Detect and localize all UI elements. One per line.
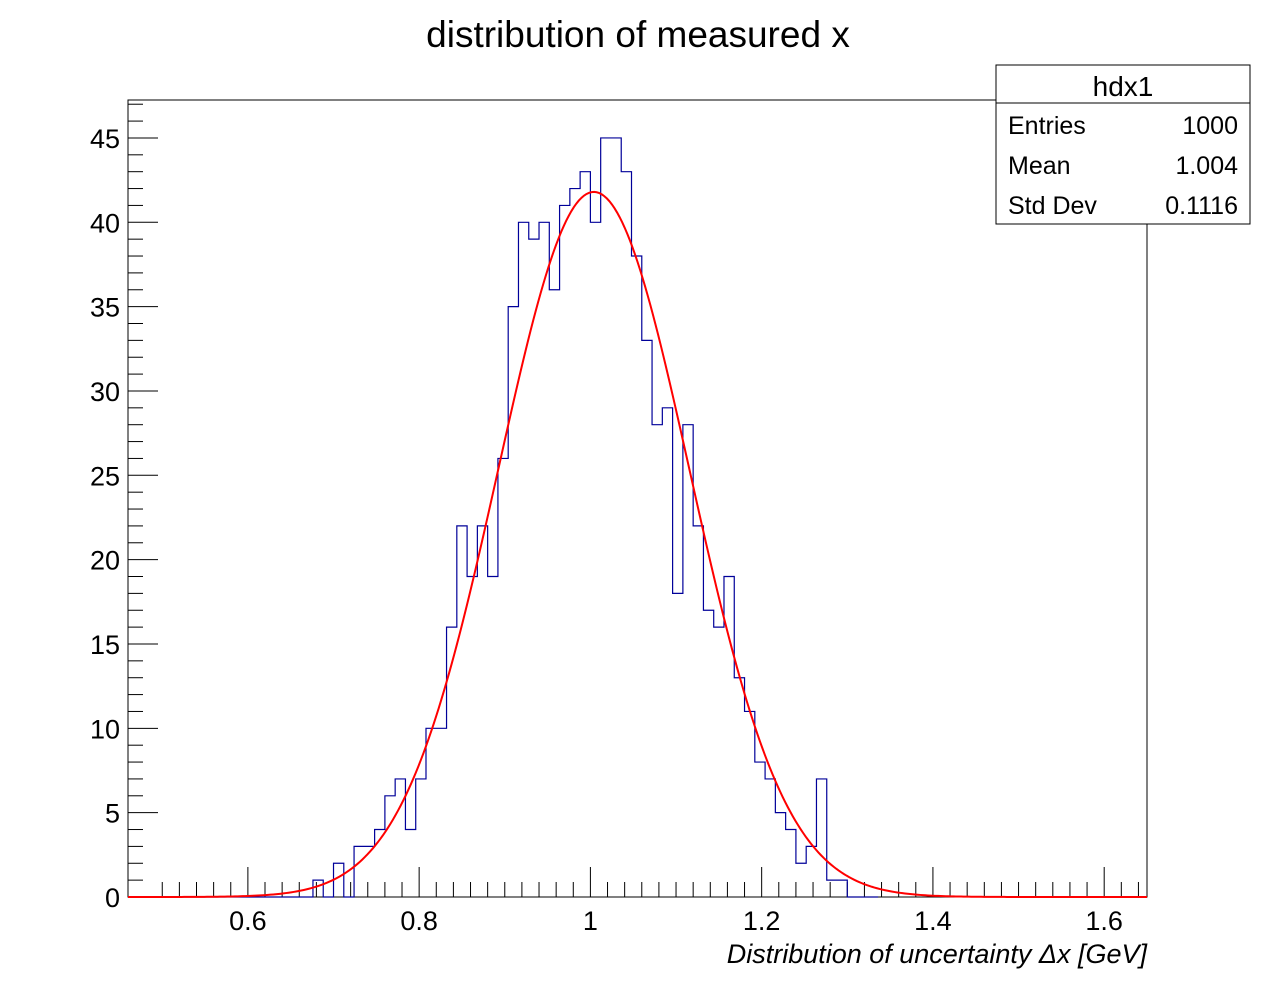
histogram-bin (549, 290, 559, 897)
chart-title: distribution of measured x (426, 14, 850, 55)
stats-mean-label: Mean (1008, 152, 1071, 180)
histogram-bin (426, 728, 436, 897)
y-tick-label: 45 (90, 124, 120, 154)
histogram-bin (529, 239, 539, 897)
histogram-bin (662, 408, 672, 897)
y-tick-label: 35 (90, 293, 120, 323)
x-tick-label: 1 (583, 906, 598, 936)
y-tick-label: 5 (105, 799, 120, 829)
stats-entries-value: 1000 (1182, 112, 1238, 140)
histogram-bin (632, 256, 642, 897)
histogram-bin (601, 138, 611, 897)
histogram-bin (796, 863, 806, 897)
gaussian-fit-series (127, 190, 1147, 898)
y-tick-label: 30 (90, 377, 120, 407)
histogram-bin (395, 779, 405, 897)
histogram-bin (477, 526, 487, 897)
histogram-bin (590, 222, 600, 897)
histogram-bin (405, 830, 415, 897)
histogram-bin (498, 458, 508, 897)
x-tick-label: 1.4 (914, 906, 952, 936)
histogram-bin (621, 172, 631, 897)
histogram-bin (518, 222, 528, 897)
stats-stddev-label: Std Dev (1008, 192, 1097, 220)
histogram-bin (447, 627, 457, 897)
histogram-bin (488, 577, 498, 897)
histogram-bin (416, 779, 426, 897)
y-tick-label: 10 (90, 714, 120, 744)
histogram-steps (128, 137, 879, 898)
histogram-bin (385, 796, 395, 897)
stats-box: hdx1 Entries 1000 Mean 1.004 Std Dev 0.1… (995, 64, 1251, 225)
histogram-bin (703, 610, 713, 897)
histogram-bin (436, 728, 446, 897)
stats-box-frame (995, 64, 1251, 225)
x-tick-label: 1.6 (1085, 906, 1123, 936)
stats-box-title: hdx1 (1093, 71, 1154, 102)
x-tick-label: 0.8 (400, 906, 438, 936)
histogram-bin (673, 593, 683, 897)
gaussian-fit-curve (127, 190, 1147, 898)
histogram-bin (734, 678, 744, 897)
stats-mean-value: 1.004 (1175, 152, 1238, 180)
x-tick-label: 1.2 (743, 906, 781, 936)
y-axis: 0 5 10 15 20 25 30 35 40 45 (90, 103, 158, 913)
histogram-bin (827, 880, 837, 897)
histogram-bin (837, 880, 847, 897)
histogram-bin (775, 813, 785, 897)
histogram-bin (313, 880, 323, 897)
histogram-bin (560, 205, 570, 897)
y-tick-label: 25 (90, 461, 120, 491)
x-axis: 0.6 0.8 1 1.2 1.4 1.6 (161, 867, 1139, 936)
histogram-bin (755, 762, 765, 897)
histogram-bin (806, 846, 816, 897)
histogram-bin (683, 425, 693, 897)
histogram-bin (642, 340, 652, 897)
histogram-bin (765, 779, 775, 897)
histogram-bin (354, 846, 364, 897)
stats-stddev-value: 0.1116 (1165, 192, 1238, 220)
histogram-series (128, 137, 879, 898)
histogram-bin (652, 425, 662, 897)
y-tick-label: 0 (105, 883, 120, 913)
plot-frame (127, 99, 1148, 898)
y-tick-label: 15 (90, 630, 120, 660)
histogram-bin (508, 307, 518, 897)
histogram-bin (457, 526, 467, 897)
histogram-bin (611, 138, 621, 897)
histogram-bin (364, 846, 374, 897)
histogram-bin (693, 526, 703, 897)
x-tick-label: 0.6 (229, 906, 267, 936)
histogram-bin (714, 627, 724, 897)
y-tick-label: 20 (90, 546, 120, 576)
histogram-bin (816, 779, 826, 897)
stats-entries-label: Entries (1008, 112, 1086, 140)
histogram-bin (467, 577, 477, 897)
histogram-bin (745, 711, 755, 897)
histogram-bin (570, 189, 580, 897)
histogram-bin (334, 863, 344, 897)
x-axis-label: Distribution of uncertainty Δx [GeV] (727, 939, 1149, 969)
y-tick-label: 40 (90, 208, 120, 238)
histogram-bin (580, 172, 590, 897)
histogram-bin (786, 830, 796, 897)
histogram-bin (539, 222, 549, 897)
